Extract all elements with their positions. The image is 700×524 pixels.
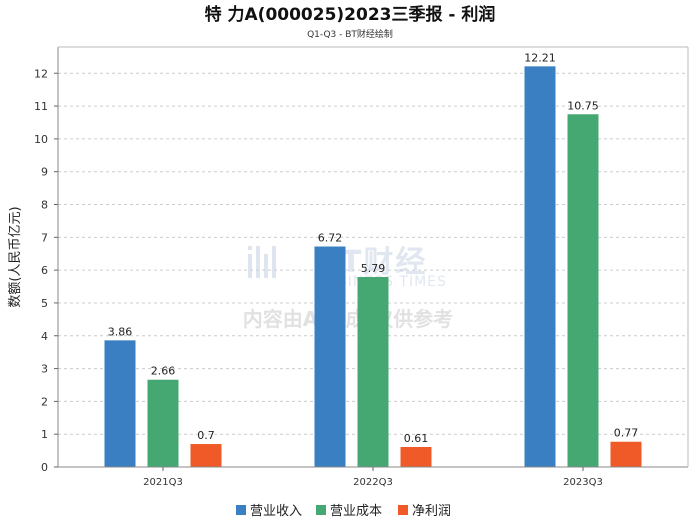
legend-swatch bbox=[398, 505, 408, 515]
legend-label: 净利润 bbox=[412, 504, 451, 519]
watermark-logo-icon bbox=[248, 246, 276, 278]
bar-2021Q3-营业成本 bbox=[147, 379, 179, 467]
chart-subtitle: Q1-Q3 - BT财经绘制 bbox=[307, 28, 393, 40]
watermark-notice: 内容由AI生成,仅供参考 bbox=[243, 307, 454, 331]
data-label: 3.86 bbox=[108, 325, 133, 338]
data-label: 12.21 bbox=[524, 51, 556, 64]
y-tick-label: 12 bbox=[34, 67, 48, 80]
bar-2021Q3-营业收入 bbox=[104, 340, 136, 467]
bars-group bbox=[104, 66, 642, 467]
y-tick-label: 8 bbox=[41, 199, 48, 212]
data-label: 0.77 bbox=[614, 427, 639, 440]
data-label: 0.61 bbox=[404, 432, 429, 445]
data-label: 6.72 bbox=[318, 232, 343, 245]
data-labels-group: 3.86 2.66 0.7 6.72 5.79 0.61 12.21 10.75 0.77 bbox=[108, 51, 639, 445]
bar-2022Q3-营业成本 bbox=[357, 277, 389, 467]
data-label: 2.66 bbox=[151, 365, 176, 378]
bar-2023Q3-营业成本 bbox=[567, 114, 599, 467]
data-label: 10.75 bbox=[567, 99, 599, 112]
legend-swatch bbox=[236, 505, 246, 515]
x-tick-labels: 2021Q3 2022Q3 2023Q3 bbox=[143, 467, 603, 488]
y-tick-label: 1 bbox=[41, 428, 48, 441]
y-tick-label: 6 bbox=[41, 264, 48, 277]
y-tick-label: 7 bbox=[41, 231, 48, 244]
legend-label: 营业收入 bbox=[250, 504, 302, 519]
watermark: BT财经 BUSINESS TIMES 内容由AI生成,仅供参考 bbox=[243, 245, 454, 331]
y-tick-label: 9 bbox=[41, 166, 48, 179]
bar-2021Q3-净利润 bbox=[190, 444, 222, 467]
bar-2023Q3-净利润 bbox=[610, 441, 642, 467]
legend: 营业收入 营业成本 净利润 bbox=[236, 504, 451, 519]
y-tick-label: 3 bbox=[41, 363, 48, 376]
x-tick-label: 2021Q3 bbox=[143, 477, 183, 488]
legend-label: 营业成本 bbox=[330, 504, 382, 519]
data-label: 5.79 bbox=[361, 262, 386, 275]
y-tick-label: 10 bbox=[34, 133, 48, 146]
y-tick-label: 2 bbox=[41, 395, 48, 408]
y-tick-label: 11 bbox=[34, 100, 48, 113]
x-tick-label: 2022Q3 bbox=[353, 477, 393, 488]
data-label: 0.7 bbox=[197, 429, 215, 442]
legend-swatch bbox=[316, 505, 326, 515]
bar-2022Q3-营业收入 bbox=[314, 246, 346, 467]
chart-title: 特 力A(000025)2023三季报 - 利润 bbox=[205, 4, 496, 25]
y-tick-label: 0 bbox=[41, 461, 48, 474]
x-tick-label: 2023Q3 bbox=[563, 477, 603, 488]
bar-2023Q3-营业收入 bbox=[524, 66, 556, 467]
bar-2022Q3-净利润 bbox=[400, 446, 432, 467]
y-axis-label: 数额(人民币亿元) bbox=[8, 206, 23, 307]
y-tick-label: 4 bbox=[41, 330, 48, 343]
y-tick-label: 5 bbox=[41, 297, 48, 310]
